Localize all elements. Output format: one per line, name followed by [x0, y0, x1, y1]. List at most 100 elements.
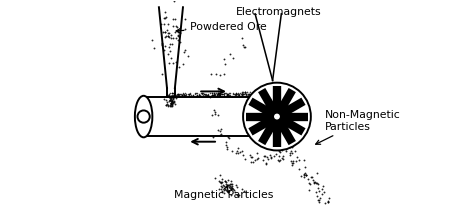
Point — [247, 90, 254, 93]
Point — [167, 95, 175, 98]
Point — [170, 0, 177, 2]
Point — [164, 22, 172, 25]
Point — [220, 191, 228, 194]
Text: Powdered Ore: Powdered Ore — [176, 22, 266, 33]
Point — [272, 152, 279, 156]
Point — [222, 92, 229, 95]
Point — [229, 186, 236, 190]
Point — [198, 92, 206, 95]
Point — [316, 190, 323, 193]
Point — [169, 101, 176, 104]
Point — [193, 94, 200, 97]
Point — [225, 183, 233, 186]
Point — [214, 94, 221, 98]
Point — [171, 99, 178, 103]
Point — [275, 159, 282, 162]
Point — [235, 92, 242, 96]
Point — [185, 94, 192, 98]
Point — [247, 92, 254, 96]
Point — [211, 177, 219, 180]
Point — [180, 94, 188, 97]
Point — [223, 93, 230, 96]
Point — [244, 92, 251, 96]
Point — [226, 92, 233, 95]
Point — [172, 17, 179, 21]
Point — [167, 104, 174, 108]
Point — [192, 92, 199, 95]
Point — [223, 146, 230, 149]
Point — [181, 48, 188, 51]
Point — [235, 93, 242, 96]
Point — [169, 94, 176, 97]
Point — [235, 93, 242, 97]
Point — [170, 18, 177, 21]
Point — [221, 57, 228, 61]
Point — [248, 91, 255, 94]
Point — [232, 92, 239, 95]
Point — [228, 94, 235, 98]
Point — [165, 35, 172, 38]
Point — [181, 94, 188, 98]
Point — [320, 191, 327, 194]
Point — [224, 93, 231, 97]
Point — [223, 184, 230, 188]
Point — [166, 99, 173, 102]
Point — [314, 182, 321, 186]
Point — [219, 92, 226, 96]
Point — [214, 92, 221, 96]
Point — [165, 93, 172, 97]
Point — [224, 189, 231, 192]
Point — [223, 185, 230, 189]
Point — [189, 94, 197, 97]
Point — [166, 94, 173, 97]
Point — [235, 151, 242, 155]
Point — [172, 96, 179, 100]
Point — [161, 11, 168, 14]
Point — [318, 192, 326, 196]
Point — [216, 129, 223, 133]
Point — [228, 187, 235, 191]
Point — [216, 94, 224, 98]
Point — [180, 94, 187, 97]
Point — [238, 90, 245, 94]
Point — [170, 100, 177, 104]
Point — [229, 149, 236, 153]
Point — [173, 93, 180, 97]
Point — [207, 92, 214, 95]
Point — [194, 94, 201, 97]
Point — [170, 92, 177, 95]
Point — [169, 92, 176, 95]
Point — [289, 145, 296, 149]
Point — [175, 93, 182, 96]
Point — [160, 97, 167, 101]
Point — [180, 93, 188, 97]
Point — [179, 93, 186, 97]
Point — [174, 93, 181, 96]
Point — [187, 92, 194, 95]
Point — [207, 72, 214, 75]
Point — [211, 94, 218, 97]
Point — [196, 93, 203, 96]
Point — [230, 92, 237, 95]
Point — [209, 91, 216, 95]
Point — [166, 103, 173, 107]
Point — [309, 178, 317, 182]
Point — [241, 90, 248, 94]
Point — [204, 93, 211, 96]
Point — [180, 92, 187, 95]
Point — [167, 33, 175, 37]
Point — [172, 37, 180, 40]
Point — [164, 93, 172, 97]
Point — [158, 42, 166, 46]
Point — [168, 102, 175, 106]
Point — [237, 92, 244, 96]
Point — [261, 154, 268, 158]
Point — [287, 144, 295, 147]
Point — [175, 93, 182, 97]
Point — [174, 94, 181, 97]
Point — [225, 92, 233, 95]
Point — [182, 92, 189, 95]
Point — [168, 91, 175, 95]
Point — [263, 161, 270, 165]
Point — [212, 112, 219, 115]
